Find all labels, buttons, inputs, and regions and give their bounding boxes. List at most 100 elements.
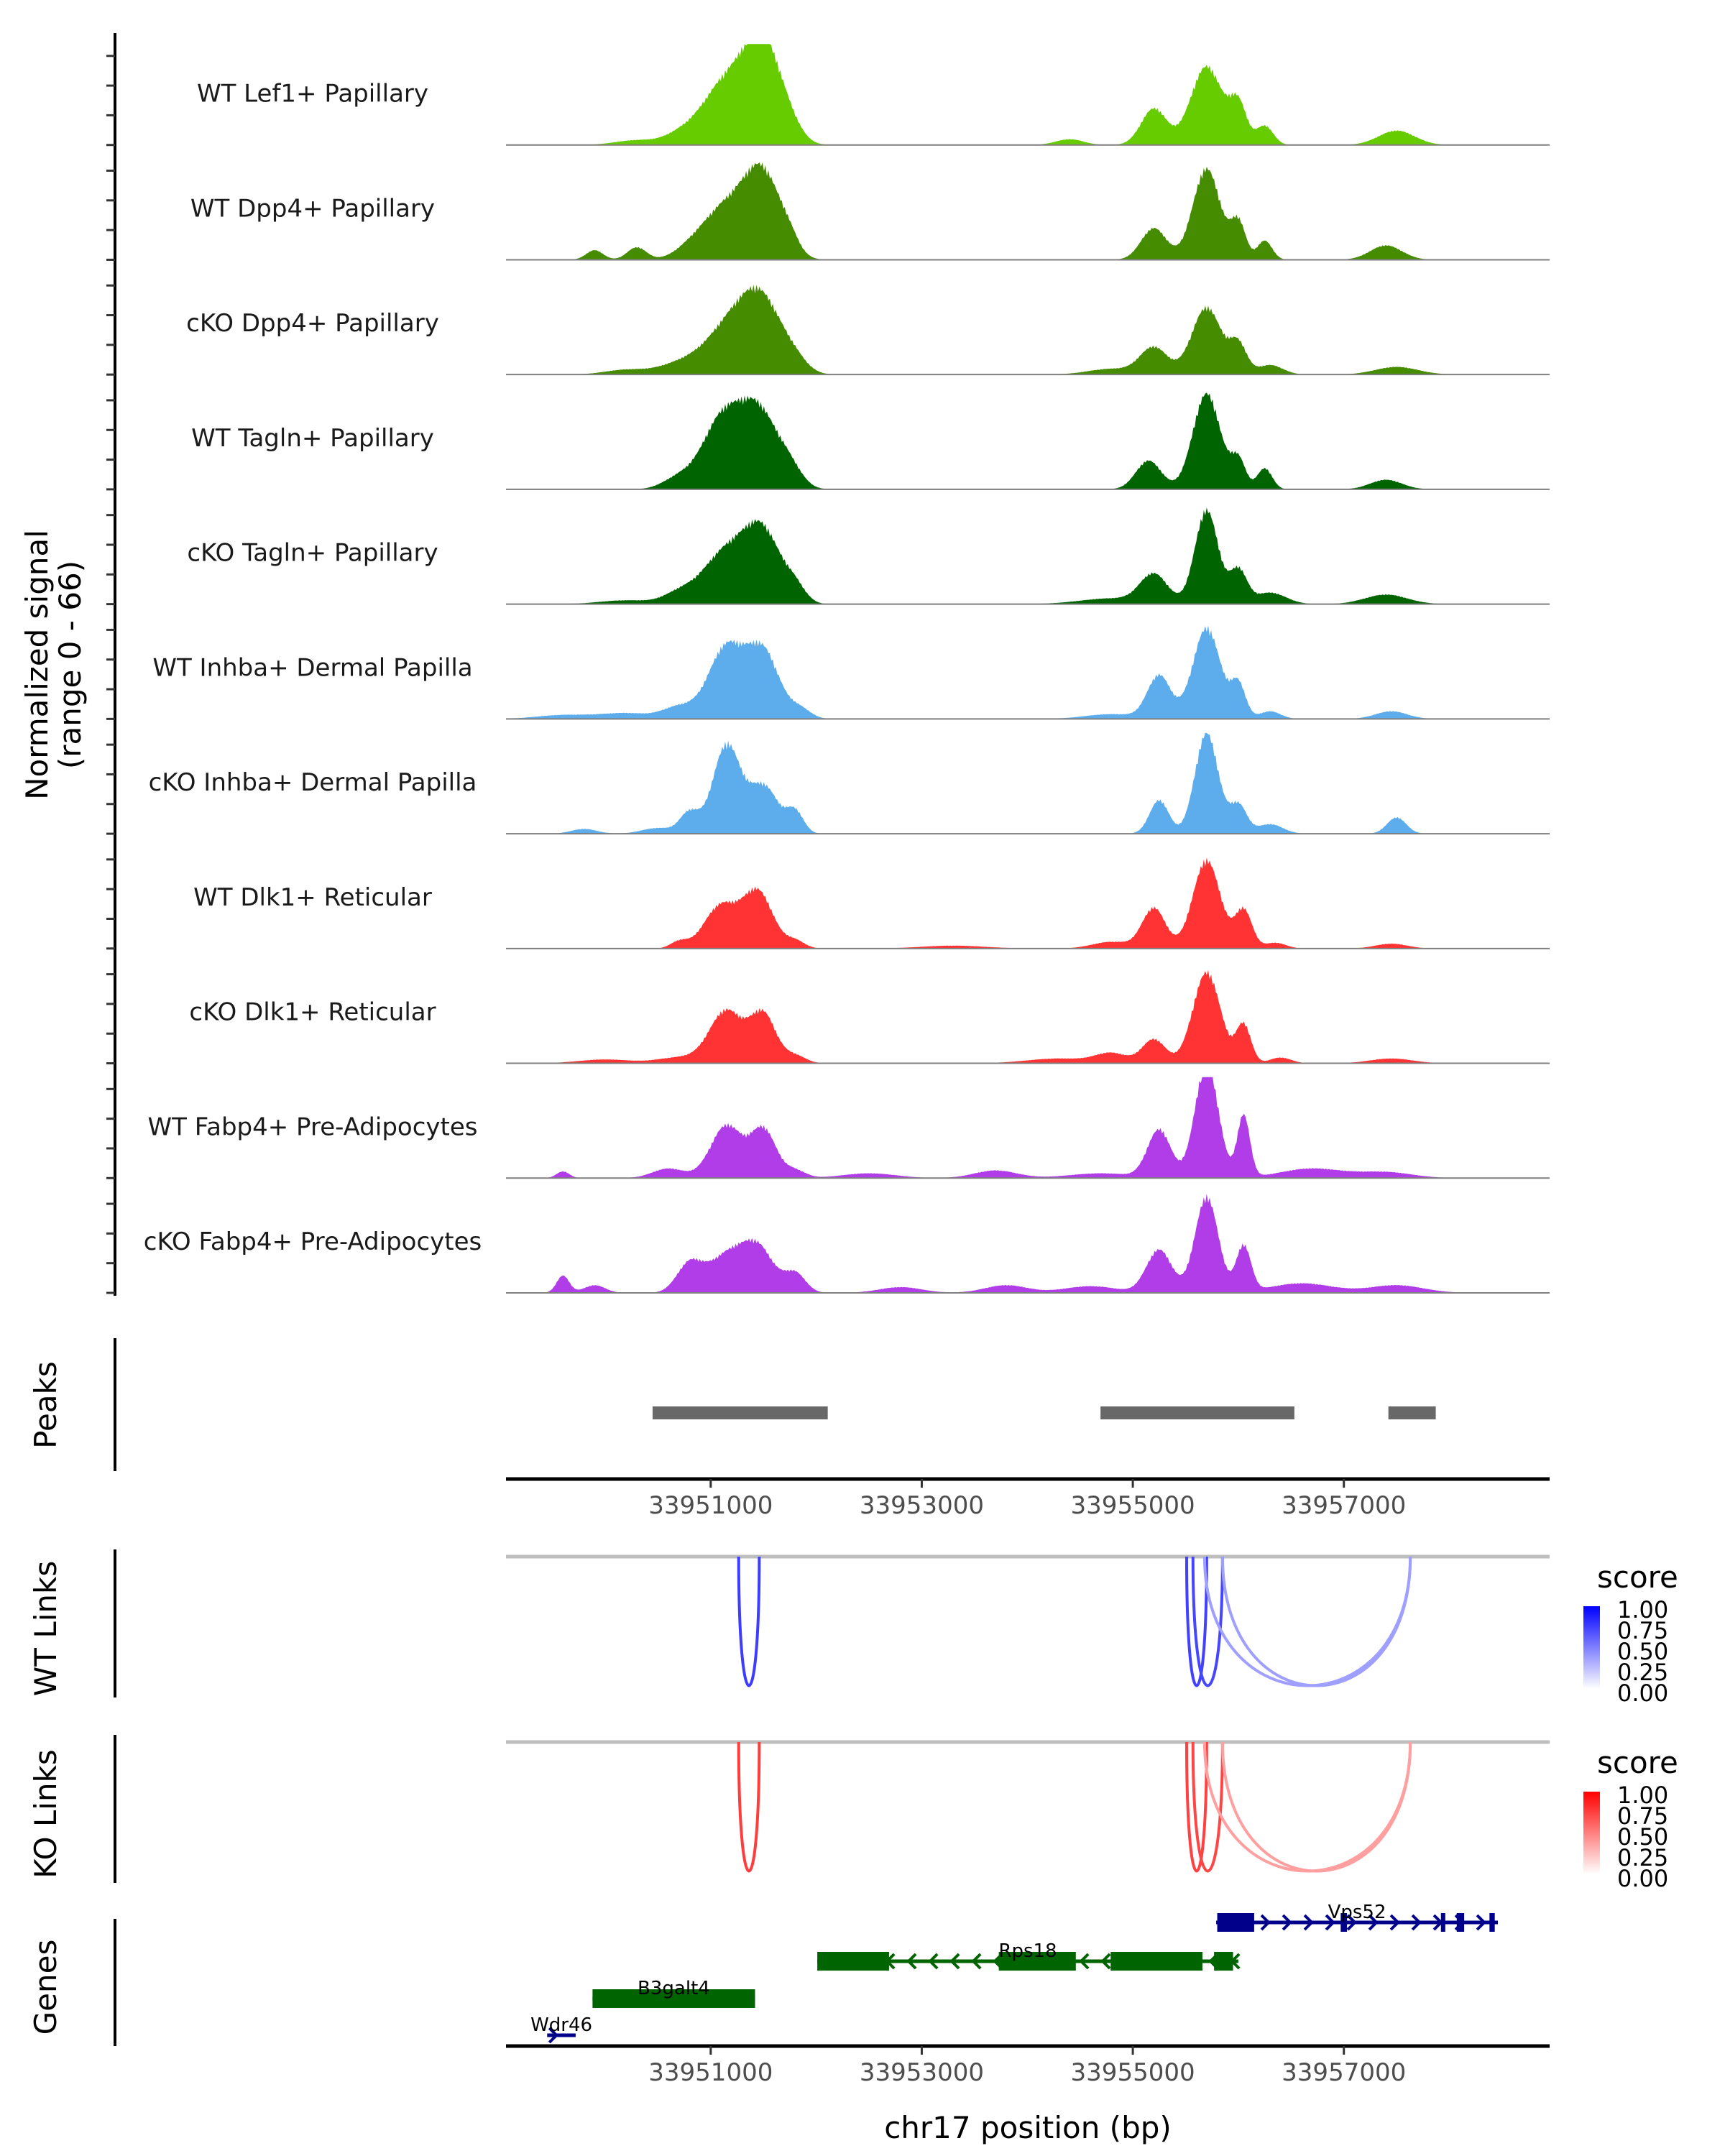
gene-model: B3galt4 <box>592 1978 755 2008</box>
strand-chevron <box>1325 1914 1335 1931</box>
coverage-area <box>506 970 1550 1064</box>
x-tick-label: 33957000 <box>1282 2058 1406 2087</box>
gene-model: Vps52 <box>1216 1902 1499 1932</box>
gene-models: Vps52 Rps18 B3galt4 Wdr46 <box>530 1902 1499 2044</box>
legend-tick-label: 1.00 <box>1617 1782 1668 1809</box>
peak-bars <box>652 1406 1436 1419</box>
coverage-area <box>506 625 1550 719</box>
gene-exon <box>1440 1913 1445 1932</box>
gene-model: Rps18 <box>817 1940 1241 1971</box>
coverage-tracks: WT Lef1+ Papillary WT Dpp4+ Papillary cKO … <box>144 44 1550 1294</box>
x-tick-label: 33955000 <box>1071 1491 1195 1520</box>
strand-chevron <box>1346 1914 1357 1931</box>
legend-tick-label: 0.50 <box>1617 1823 1668 1851</box>
x-tick-label: 33951000 <box>648 2058 773 2087</box>
strand-chevron <box>1368 1914 1379 1931</box>
legend-colorbar <box>1583 1606 1600 1689</box>
strand-chevron <box>906 1953 917 1970</box>
strand-chevron <box>1282 1914 1292 1931</box>
strand-chevron <box>971 1953 982 1970</box>
link-arc <box>1220 1741 1412 1873</box>
gene-exon <box>1456 1913 1465 1932</box>
track-label: cKO Fabp4+ Pre-Adipocytes <box>144 1227 482 1256</box>
strand-chevron <box>949 1953 960 1970</box>
track-label: WT Fabp4+ Pre-Adipocytes <box>148 1112 478 1141</box>
legend-tick-label: 0.75 <box>1617 1802 1668 1830</box>
peaks-panel: Peaks 33951000 33953000 33955000 33957000 <box>28 1338 1550 1520</box>
x-tick-label: 33957000 <box>1282 1491 1406 1520</box>
track-label: cKO Inhba+ Dermal Papilla <box>149 768 477 797</box>
track-label: cKO Dpp4+ Papillary <box>186 309 439 338</box>
x-axis-title: chr17 position (bp) <box>884 2110 1172 2145</box>
gene-exon <box>1340 1913 1348 1932</box>
strand-chevron <box>1260 1914 1271 1931</box>
link-arc <box>1184 1556 1208 1687</box>
gene-label: Wdr46 <box>530 2014 592 2036</box>
coverage-area <box>506 1194 1550 1293</box>
strand-chevron <box>1303 1914 1314 1931</box>
track-label: WT Dlk1+ Reticular <box>193 883 432 912</box>
coverage-panel: Normalized signal (range 0 - 66) WT Lef1… <box>19 33 1550 1296</box>
legend-tick-label: 0.00 <box>1617 1680 1668 1707</box>
x-tick-label: 33951000 <box>648 1491 773 1520</box>
strand-chevron <box>928 1953 939 1970</box>
gene-label: Vps52 <box>1328 1902 1386 1923</box>
track-label: WT Inhba+ Dermal Papilla <box>152 653 472 682</box>
x-tick-label: 33953000 <box>860 1491 984 1520</box>
gene-exon <box>1110 1952 1202 1971</box>
legend-tick-label: 0.00 <box>1617 1865 1668 1892</box>
link-arc <box>1191 1741 1224 1873</box>
link-arc <box>1202 1556 1412 1687</box>
track-label: WT Tagln+ Papillary <box>191 424 434 453</box>
coverage-area <box>506 162 1550 260</box>
gene-exon <box>1489 1913 1495 1932</box>
legend-tick-label: 1.00 <box>1617 1596 1668 1623</box>
link-arc <box>737 1556 761 1687</box>
strand-chevron <box>1476 1914 1486 1931</box>
x-tick-label: 33953000 <box>860 2058 984 2087</box>
gene-exon <box>592 1989 755 2008</box>
legend-tick-label: 0.25 <box>1617 1844 1668 1871</box>
coverage-area <box>506 392 1550 489</box>
link-arc <box>1220 1556 1412 1687</box>
link-arc <box>1202 1741 1412 1873</box>
peaks-x-axis: 33951000 33953000 33955000 33957000 <box>506 1477 1550 1520</box>
peak-bar <box>1388 1406 1436 1419</box>
legend-title: score <box>1597 1560 1678 1595</box>
coverage-area <box>506 732 1550 834</box>
gene-exon <box>817 1952 889 1971</box>
track-label: WT Lef1+ Papillary <box>197 80 428 109</box>
track-label: WT Dpp4+ Papillary <box>190 194 435 223</box>
peaks-label: Peaks <box>28 1361 63 1449</box>
legend-colorbar <box>1583 1792 1600 1874</box>
links-label: KO Links <box>28 1749 63 1879</box>
legend-tick-label: 0.25 <box>1617 1659 1668 1686</box>
strand-chevron <box>1389 1914 1400 1931</box>
track-label: cKO Tagln+ Papillary <box>187 539 438 568</box>
peak-bar <box>652 1406 828 1419</box>
coverage-area <box>506 507 1550 604</box>
link-arc <box>1184 1741 1208 1873</box>
genes-x-axis: 33951000 33953000 33955000 33957000 <box>506 2044 1550 2087</box>
gene-model: Wdr46 <box>530 2014 592 2044</box>
link-arc <box>737 1741 761 1873</box>
coverage-area <box>506 1077 1550 1179</box>
gene-exon <box>1214 1952 1233 1971</box>
link-arc <box>1191 1556 1224 1687</box>
links-label: WT Links <box>28 1561 63 1696</box>
coverage-area <box>506 285 1550 375</box>
coverage-ylabel-line2: (range 0 - 66) <box>52 561 88 769</box>
genes-label: Genes <box>28 1940 63 2035</box>
legend-title: score <box>1597 1745 1678 1780</box>
strand-chevron <box>1100 1953 1111 1970</box>
legend-tick-label: 0.50 <box>1617 1638 1668 1665</box>
strand-chevron <box>548 2027 559 2044</box>
gene-label: Rps18 <box>998 1940 1057 1962</box>
track-label: cKO Dlk1+ Reticular <box>189 998 436 1027</box>
gene-exon <box>998 1952 1076 1971</box>
